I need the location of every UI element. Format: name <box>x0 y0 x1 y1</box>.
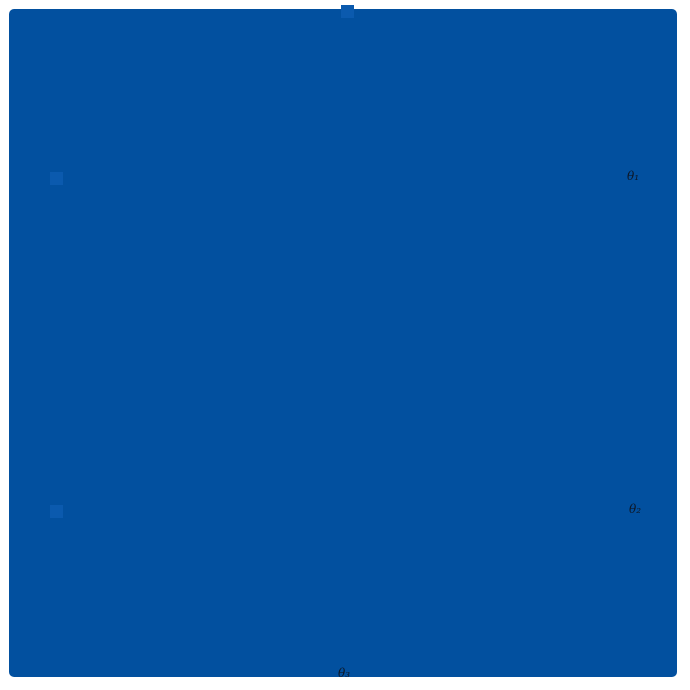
angle-label-theta2: θ₂ <box>629 502 642 516</box>
marker-square-top <box>341 5 354 18</box>
marker-square-left-upper <box>50 172 63 185</box>
marker-square-left-lower <box>50 505 63 518</box>
angle-label-theta3: θ₃ <box>338 666 351 680</box>
angle-label-theta1: θ₁ <box>627 169 640 183</box>
blue-square-panel <box>9 9 677 677</box>
